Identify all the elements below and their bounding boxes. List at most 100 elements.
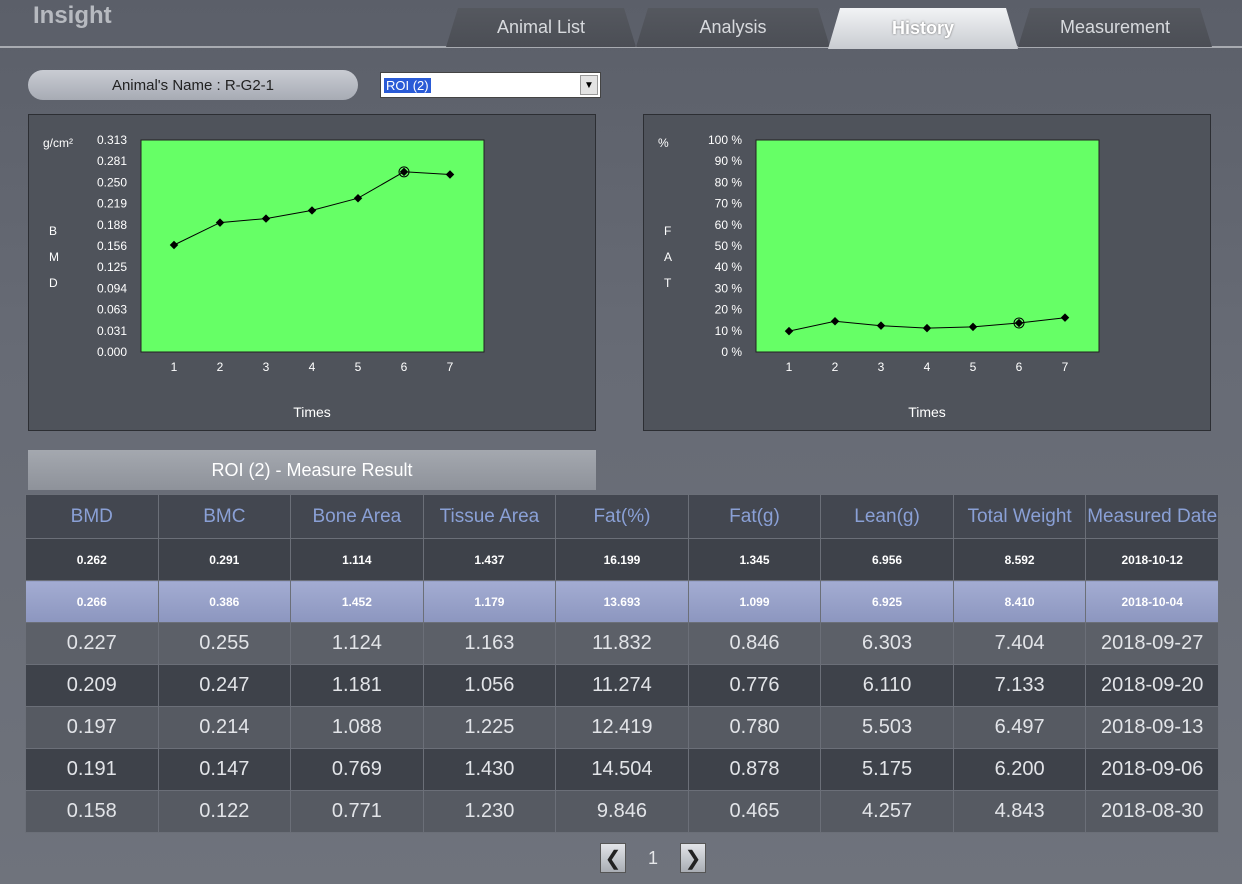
table-cell: 1.088 (290, 706, 424, 749)
column-header[interactable]: Bone Area (290, 494, 424, 539)
y-tick-label: 30 % (715, 281, 743, 295)
tab-label: Animal List (496, 17, 586, 37)
table-cell: 11.832 (555, 622, 689, 665)
x-tick-label: 4 (924, 360, 931, 374)
app-title: Insight (33, 2, 112, 29)
table-cell: 0.197 (25, 706, 159, 749)
table-row[interactable]: 0.191 0.147 0.769 1.430 14.504 0.878 5.175 6.20… (25, 748, 1219, 791)
column-header[interactable]: Fat(%) (555, 494, 689, 539)
y-tick-label: 0.313 (97, 133, 127, 147)
table-cell: 7.133 (952, 664, 1087, 707)
selected-point-marker (398, 166, 410, 178)
tab-label: Analysis (699, 17, 767, 37)
fat-chart-panel: % 100 % 90 % 80 % 70 % 60 % 50 % 40 % 30 % 20 % 10… (643, 114, 1211, 431)
column-header[interactable]: BMD (25, 494, 159, 539)
table-cell: 1.225 (422, 706, 557, 749)
x-tick-label: 1 (786, 360, 793, 374)
table-row[interactable]: 0.197 0.214 1.088 1.225 12.419 0.780 5.503 6.49… (25, 706, 1219, 749)
table-cell: 0.878 (687, 748, 822, 791)
y-axis-label: A (664, 250, 672, 264)
y-axis-label: B (49, 224, 57, 238)
table-cell: 2018-08-30 (1085, 790, 1219, 833)
page-number: 1 (647, 847, 658, 868)
y-axis-label: M (49, 250, 59, 264)
table-row[interactable]: 0.266 0.386 1.452 1.179 13.693 1.099 6.925 8.41… (25, 580, 1219, 623)
y-tick-label: 90 % (715, 154, 743, 168)
tab-history[interactable]: History (828, 8, 1018, 49)
table-cell: 0.846 (687, 622, 822, 665)
table-cell: 8.410 (952, 580, 1087, 623)
table-cell: 2018-09-20 (1085, 664, 1219, 707)
column-header[interactable]: Tissue Area (422, 494, 557, 539)
y-tick-label: 50 % (715, 239, 743, 253)
y-axis-label: D (49, 276, 58, 290)
next-page-button[interactable]: ❯ (680, 843, 706, 873)
table-row[interactable]: 0.227 0.255 1.124 1.163 11.832 0.846 6.303 7.40… (25, 622, 1219, 665)
table-cell: 1.230 (422, 790, 557, 833)
table-cell: 0.780 (687, 706, 822, 749)
table-cell: 0.776 (687, 664, 822, 707)
data-point (445, 170, 455, 179)
table-cell: 2018-09-13 (1085, 706, 1219, 749)
table-cell: 2018-09-27 (1085, 622, 1219, 665)
prev-page-button[interactable]: ❮ (600, 843, 626, 873)
data-point (922, 323, 932, 333)
table-row[interactable]: 0.262 0.291 1.114 1.437 16.199 1.345 6.956 8.59… (25, 538, 1219, 581)
tab-measurement[interactable]: Measurement (1018, 8, 1212, 47)
y-tick-label: 40 % (715, 260, 743, 274)
y-tick-label: 60 % (715, 218, 743, 232)
column-header[interactable]: Fat(g) (687, 494, 822, 539)
x-tick-label: 1 (171, 360, 178, 374)
unit-label: % (658, 136, 669, 150)
table-cell: 12.419 (555, 706, 689, 749)
table-cell: 1.437 (422, 538, 557, 581)
chevron-down-icon[interactable]: ▼ (580, 75, 598, 95)
table-cell: 1.345 (687, 538, 822, 581)
table-cell: 0.386 (157, 580, 292, 623)
y-tick-label: 0.188 (97, 218, 127, 232)
x-tick-label: 7 (447, 360, 454, 374)
y-tick-label: 10 % (715, 324, 743, 338)
roi-dropdown[interactable]: ROI (2) ▼ (380, 72, 601, 98)
plot-area (755, 139, 1100, 353)
data-point (169, 240, 179, 250)
table-cell: 13.693 (555, 580, 689, 623)
column-header[interactable]: BMC (157, 494, 292, 539)
table-cell: 6.303 (820, 622, 954, 665)
column-header[interactable]: Total Weight (952, 494, 1087, 539)
table-cell: 0.191 (25, 748, 159, 791)
table-cell: 6.497 (952, 706, 1087, 749)
table-cell: 1.181 (290, 664, 424, 707)
table-cell: 1.114 (290, 538, 424, 581)
table-cell: 2018-10-04 (1085, 580, 1219, 623)
data-point (830, 317, 840, 326)
x-tick-label: 2 (217, 360, 224, 374)
y-tick-label: 20 % (715, 303, 743, 317)
table-cell: 5.503 (820, 706, 954, 749)
table-cell: 4.257 (820, 790, 954, 833)
tab-analysis[interactable]: Analysis (636, 8, 830, 47)
tab-animal-list[interactable]: Animal List (446, 8, 636, 47)
y-tick-label: 0.094 (97, 281, 127, 295)
table-row[interactable]: 0.158 0.122 0.771 1.230 9.846 0.465 4.257 4.843… (25, 790, 1219, 833)
data-point (261, 214, 271, 223)
table-cell: 0.771 (290, 790, 424, 833)
table-cell: 6.110 (820, 664, 954, 707)
x-tick-label: 5 (355, 360, 362, 374)
column-header[interactable]: Lean(g) (820, 494, 954, 539)
table-cell: 2018-10-12 (1085, 538, 1219, 581)
column-header[interactable]: Measured Date (1085, 494, 1219, 539)
table-row[interactable]: 0.209 0.247 1.181 1.056 11.274 0.776 6.110 7.13… (25, 664, 1219, 707)
y-tick-label: 80 % (715, 175, 743, 189)
table-cell: 6.200 (952, 748, 1087, 791)
table-cell: 6.925 (820, 580, 954, 623)
table-cell: 4.843 (952, 790, 1087, 833)
plot-area (140, 139, 485, 353)
y-tick-label: 0.281 (97, 154, 127, 168)
table-cell: 1.056 (422, 664, 557, 707)
table-cell: 1.099 (687, 580, 822, 623)
pager: ❮ 1 ❯ (600, 843, 706, 873)
table-cell: 1.452 (290, 580, 424, 623)
table-cell: 8.592 (952, 538, 1087, 581)
y-tick-label: 100 % (708, 133, 742, 147)
